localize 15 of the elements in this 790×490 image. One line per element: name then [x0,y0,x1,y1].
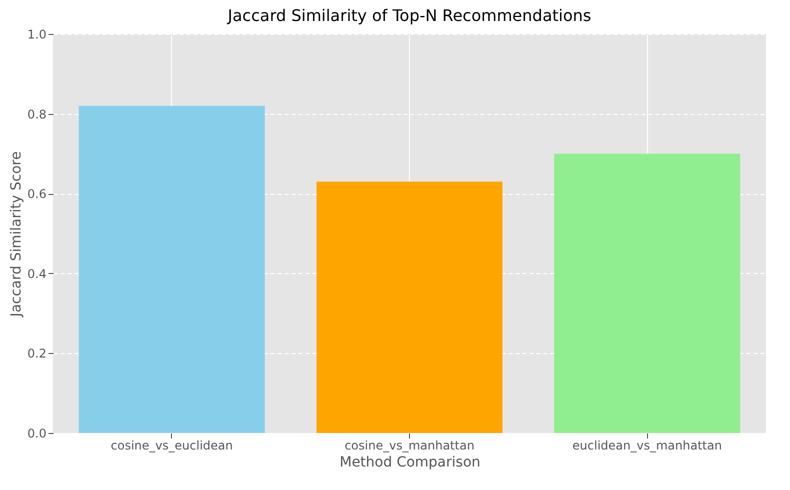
y-tick-label: 0.6 [27,187,46,202]
y-tick-label: 0.4 [27,266,46,281]
x-axis-title: Method Comparison [340,454,480,470]
x-tick-label: euclidean_vs_manhattan [572,438,722,452]
bar [554,154,740,433]
y-tick-label: 0.0 [27,426,46,440]
chart-title: Jaccard Similarity of Top-N Recommendations [226,6,592,25]
x-tick-label: cosine_vs_manhattan [344,438,474,452]
bar [78,106,265,433]
bar [316,182,502,433]
x-tick-label: cosine_vs_euclidean [110,438,233,452]
y-tick-label: 0.2 [27,346,46,361]
y-axis-title: Jaccard Similarity Score [8,151,24,318]
y-tick-label: 0.8 [27,107,46,122]
y-tick-label: 1.0 [27,28,46,42]
